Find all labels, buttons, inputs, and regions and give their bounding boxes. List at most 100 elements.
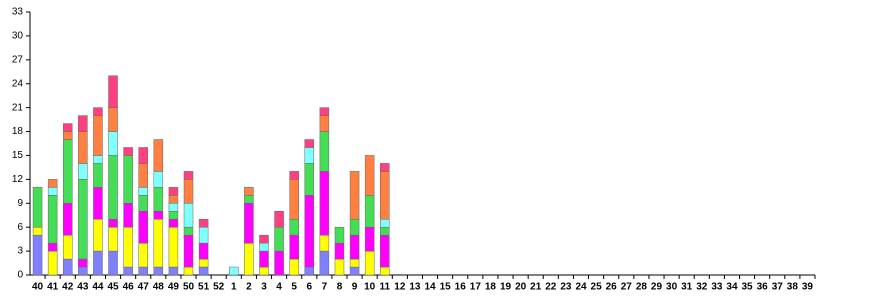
bar-segment bbox=[153, 171, 164, 188]
x-tick-label: 14 bbox=[424, 282, 436, 293]
bar-segment bbox=[289, 234, 299, 260]
x-tick-label: 35 bbox=[742, 282, 754, 293]
bar-segment bbox=[32, 234, 43, 276]
bar-segment bbox=[319, 131, 330, 172]
bar-segment bbox=[244, 242, 254, 276]
bar-segment bbox=[78, 258, 88, 268]
bar-segment bbox=[153, 187, 164, 212]
bar-segment bbox=[183, 234, 194, 268]
bar-segment bbox=[380, 266, 390, 276]
bar-segment bbox=[380, 218, 390, 228]
bar-segment bbox=[108, 107, 118, 132]
x-tick-label: 2 bbox=[246, 282, 252, 293]
y-tick-label: 24 bbox=[12, 78, 24, 89]
y-tick-label: 33 bbox=[12, 7, 24, 18]
bar-segment bbox=[108, 75, 118, 108]
x-tick-label: 11 bbox=[379, 282, 390, 293]
bar-segment bbox=[244, 195, 254, 204]
bar-segment bbox=[62, 123, 73, 132]
bar-segment bbox=[304, 139, 315, 148]
bar-segment bbox=[168, 266, 179, 276]
y-tick-label: 9 bbox=[17, 198, 23, 209]
bar-segment bbox=[349, 218, 360, 236]
bar-segment bbox=[138, 195, 148, 212]
bar-segment bbox=[304, 266, 315, 276]
x-tick-label: 18 bbox=[485, 282, 497, 293]
y-tick-label: 18 bbox=[12, 126, 24, 137]
bar-segment bbox=[108, 250, 118, 276]
x-tick-label: 30 bbox=[666, 282, 678, 293]
bar-segment bbox=[304, 163, 315, 196]
bar-segment bbox=[319, 107, 330, 116]
bar-segment bbox=[349, 258, 360, 268]
bar-segment bbox=[274, 250, 284, 276]
x-tick-label: 52 bbox=[213, 282, 225, 293]
bar-segment bbox=[183, 226, 194, 236]
bar-segment bbox=[334, 242, 345, 260]
x-tick-label: 16 bbox=[455, 282, 467, 293]
x-tick-label: 34 bbox=[726, 282, 738, 293]
bar-segment bbox=[32, 226, 43, 236]
x-tick-label: 21 bbox=[530, 282, 542, 293]
x-tick-label: 17 bbox=[470, 282, 482, 293]
x-tick-label: 37 bbox=[772, 282, 784, 293]
x-tick-label: 19 bbox=[500, 282, 512, 293]
bar-segment bbox=[319, 234, 330, 252]
bar-segment bbox=[319, 115, 330, 132]
bar-segment bbox=[138, 242, 148, 268]
x-tick-label: 28 bbox=[636, 282, 648, 293]
bar-segment bbox=[274, 210, 284, 228]
bar-segment bbox=[153, 139, 164, 172]
x-tick-label: 39 bbox=[802, 282, 814, 293]
x-tick-label: 36 bbox=[757, 282, 769, 293]
x-tick-label: 23 bbox=[560, 282, 572, 293]
x-tick-label: 32 bbox=[696, 282, 708, 293]
bar-segment bbox=[47, 242, 58, 252]
bar-segment bbox=[349, 171, 360, 220]
bar-segment bbox=[183, 203, 194, 228]
x-tick-label: 48 bbox=[153, 282, 165, 293]
bar-segment bbox=[380, 234, 390, 268]
bar-segment bbox=[319, 171, 330, 236]
y-tick-label: 15 bbox=[12, 150, 24, 161]
bar-segment bbox=[138, 266, 148, 276]
x-tick-label: 47 bbox=[138, 282, 150, 293]
bar-segment bbox=[380, 171, 390, 220]
bar-segment bbox=[138, 163, 148, 188]
bar-segment bbox=[334, 258, 345, 276]
x-tick-label: 3 bbox=[261, 282, 267, 293]
x-tick-label: 44 bbox=[92, 282, 104, 293]
x-tick-label: 51 bbox=[198, 282, 210, 293]
bar-segment bbox=[62, 234, 73, 260]
x-tick-label: 50 bbox=[183, 282, 195, 293]
bar-segment bbox=[259, 250, 269, 268]
bar-segment bbox=[123, 203, 133, 228]
bar-segment bbox=[138, 210, 148, 244]
bar-segment bbox=[198, 218, 209, 228]
y-tick-label: 0 bbox=[17, 270, 23, 281]
x-tick-label: 24 bbox=[575, 282, 587, 293]
bar-segment bbox=[289, 171, 299, 180]
x-tick-label: 38 bbox=[787, 282, 799, 293]
bar-segment bbox=[62, 131, 73, 140]
x-tick-label: 49 bbox=[168, 282, 180, 293]
bar-segment bbox=[289, 258, 299, 276]
x-tick-label: 1 bbox=[231, 282, 237, 293]
x-tick-label: 13 bbox=[409, 282, 421, 293]
x-tick-label: 46 bbox=[123, 282, 135, 293]
bar-segment bbox=[198, 242, 209, 260]
bar-segment bbox=[153, 218, 164, 268]
x-tick-label: 25 bbox=[591, 282, 603, 293]
bar-segment bbox=[168, 203, 179, 212]
y-tick-label: 30 bbox=[12, 31, 24, 42]
bar-segment bbox=[364, 155, 375, 196]
x-tick-label: 31 bbox=[681, 282, 693, 293]
y-tick-label: 21 bbox=[12, 102, 24, 113]
x-tick-label: 10 bbox=[364, 282, 376, 293]
bar-segment bbox=[123, 155, 133, 204]
bar-segment bbox=[229, 266, 239, 276]
bar-segment bbox=[123, 147, 133, 156]
bar-segment bbox=[78, 163, 88, 180]
bar-segment bbox=[93, 218, 103, 252]
x-tick-label: 45 bbox=[107, 282, 119, 293]
